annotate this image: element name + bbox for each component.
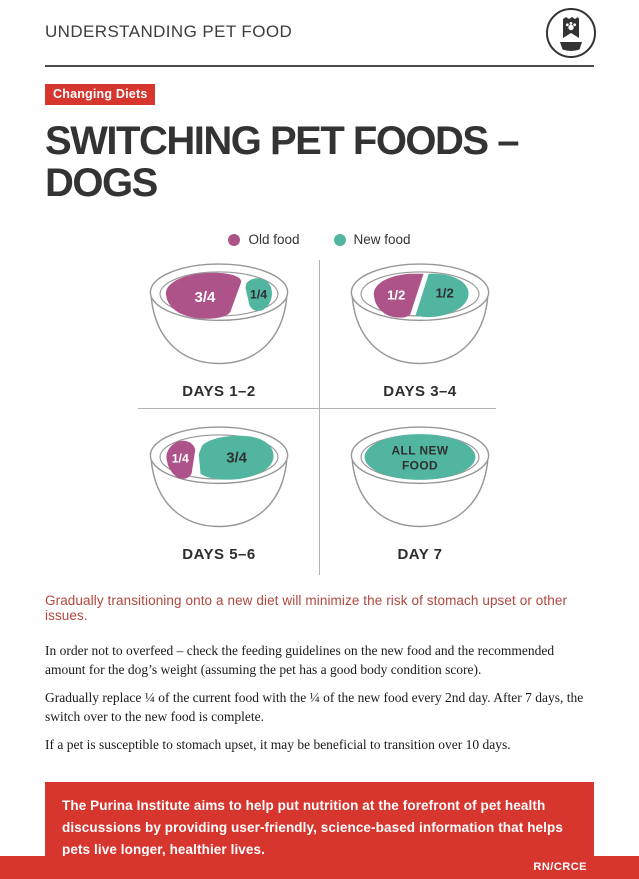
bowl-cell-days-5-6: 1/4 3/4 DAYS 5–6: [119, 420, 320, 563]
page-title: SWITCHING PET FOODS – DOGS: [45, 119, 519, 205]
new-fraction-label: 1/4: [250, 287, 267, 301]
old-food-dot-icon: [228, 233, 241, 246]
bowl-days-3-4-illustration: 1/2 1/2: [350, 263, 490, 365]
all-new-food-label-line1: ALL NEW: [392, 443, 449, 457]
page-header: UNDERSTANDING PET FOOD: [0, 0, 639, 58]
bowl-row-1: 3/4 1/4 DAYS 1–2 1/2 1/2 DAYS 3–4: [119, 257, 521, 400]
bowl-row-2: 1/4 3/4 DAYS 5–6 ALL NEW FOOD DAY 7: [119, 420, 521, 563]
legend-new-label: New food: [353, 232, 411, 247]
legend: Old food New food: [0, 232, 639, 247]
footer-code: RN/CRCE: [533, 861, 587, 873]
paragraph-replace-quarter: Gradually replace ¼ of the current food …: [45, 689, 584, 724]
new-food-portion: [198, 435, 274, 480]
body-copy: In order not to overfeed – check the fee…: [45, 642, 594, 754]
legend-item-old-food: Old food: [228, 232, 300, 247]
old-food-portion: [165, 272, 242, 319]
old-fraction-label: 1/2: [387, 287, 405, 302]
bowl-caption: DAYS 1–2: [182, 383, 256, 400]
bowl-cell-day-7: ALL NEW FOOD DAY 7: [320, 420, 521, 563]
section-badge: Changing Diets: [45, 84, 156, 105]
new-fraction-label: 1/2: [435, 286, 453, 301]
new-food-dot-icon: [333, 233, 346, 246]
legend-item-new-food: New food: [333, 232, 411, 247]
bowl-caption: DAY 7: [397, 546, 443, 563]
paragraph-overfeed: In order not to overfeed – check the fee…: [45, 643, 555, 677]
old-fraction-label: 3/4: [195, 289, 216, 306]
bowl-days-1-2-illustration: 3/4 1/4: [149, 263, 289, 365]
all-new-food-label-line2: FOOD: [402, 458, 438, 472]
old-food-portion: [166, 440, 196, 479]
bowl-caption: DAYS 3–4: [383, 383, 457, 400]
grid-horizontal-divider: [137, 408, 496, 409]
new-food-portion: [245, 278, 272, 311]
new-food-portion: [364, 434, 476, 480]
header-title: UNDERSTANDING PET FOOD: [45, 22, 293, 41]
bowl-day-7-illustration: ALL NEW FOOD: [350, 426, 490, 528]
paragraph-stomach-upset: If a pet is susceptible to stomach upset…: [45, 736, 511, 752]
bowl-caption: DAYS 5–6: [182, 546, 256, 563]
footer-bar: RN/CRCE: [0, 856, 639, 879]
bowl-days-5-6-illustration: 1/4 3/4: [149, 426, 289, 528]
legend-old-label: Old food: [248, 232, 300, 247]
new-food-portion: [415, 273, 469, 318]
bowl-cell-days-1-2: 3/4 1/4 DAYS 1–2: [119, 257, 320, 400]
bowls-grid: 3/4 1/4 DAYS 1–2 1/2 1/2 DAYS 3–4: [119, 257, 521, 575]
pet-food-bag-bowl-icon: [546, 8, 596, 58]
lead-sentence: Gradually transitioning onto a new diet …: [45, 593, 568, 623]
old-food-portion: [373, 273, 424, 318]
bowl-cell-days-3-4: 1/2 1/2 DAYS 3–4: [320, 257, 521, 400]
header-divider: [45, 65, 594, 67]
grid-vertical-divider: [318, 260, 320, 575]
old-fraction-label: 1/4: [172, 451, 189, 465]
new-fraction-label: 3/4: [226, 449, 247, 466]
